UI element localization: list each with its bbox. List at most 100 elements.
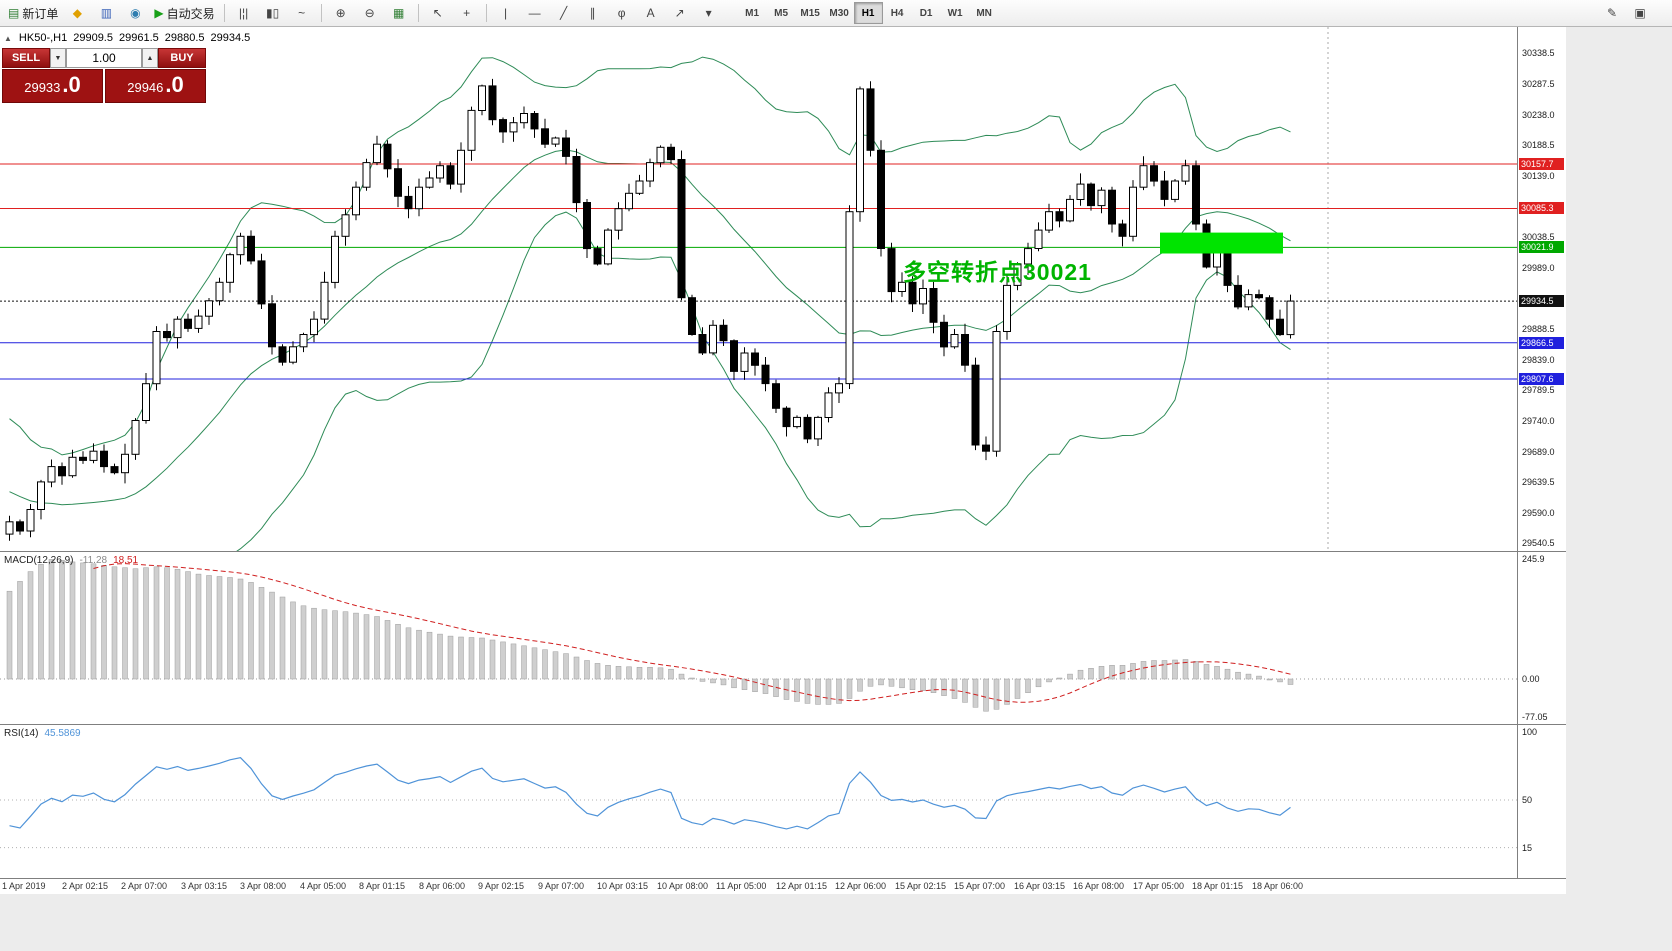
trendline-icon: ╱ [559,6,568,20]
trendline-button[interactable]: ╱ [550,1,578,25]
lot-decrease-button[interactable]: ▼ [50,48,66,68]
candlestick-chart[interactable] [0,27,1517,551]
chart-workspace: 30338.5 30287.5 30238.0 30188.5 30139.0 30038… [0,27,1566,894]
bar-chart-button[interactable]: |¦| [230,1,258,25]
history-button[interactable]: ◆ [63,1,91,25]
timeframe-h4[interactable]: H4 [890,7,904,19]
line-chart-icon: ~ [298,6,306,20]
macd-axis-label: 245.9 [1522,554,1545,564]
time-axis-label: 3 Apr 08:00 [240,881,287,891]
price-chart-window[interactable]: 30338.5 30287.5 30238.0 30188.5 30139.0 30038… [0,27,1566,551]
rsi-indicator-window[interactable]: 100 50 15 RSI(14) 45.5869 [0,724,1566,878]
time-axis-label: 10 Apr 03:15 [597,881,649,891]
price-axis-label: 30287.5 [1522,79,1555,89]
toolbar-separator [417,4,419,22]
timeframe-mn[interactable]: MN [976,7,992,19]
tile-windows-button[interactable]: ▦ [385,1,413,25]
time-axis-label: 16 Apr 08:00 [1073,881,1125,891]
edit-button[interactable]: ✎ [1598,1,1626,25]
zoom-in-icon: ⊕ [335,6,346,20]
tile-windows-icon: ▦ [392,6,405,20]
macd-chart[interactable] [0,552,1517,724]
time-axis-label: 12 Apr 06:00 [835,881,887,891]
market-watch-icon: ▥ [100,6,113,20]
timeframe-m30[interactable]: M30 [829,7,849,19]
chevron-down-icon: ▾ [705,6,712,20]
history-icon: ◆ [72,6,82,20]
symbol-period-label: HK50-,H1 [18,32,68,44]
text-tool-button[interactable]: A [637,1,665,25]
toolbar: ▤ 新订单 ◆ ▥ ◉ ▶ 自动交易 |¦| ▮▯ ~ ⊕ ⊖ ▦ ↖ + | — ╱ ∥ φ A ↗ ▾ M1 M5 M15 M3… [0,0,1672,27]
macd-axis-label: -77.05 [1522,712,1548,722]
cursor-icon: ↖ [432,6,443,20]
rsi-label: RSI(14) 45.5869 [4,728,81,739]
autotrading-button[interactable]: ▶ 自动交易 [150,1,218,25]
rsi-line [9,757,1291,830]
highlight-rectangle[interactable] [1160,232,1283,254]
toolbar-separator [485,4,487,22]
channel-button[interactable]: ∥ [579,1,607,25]
buy-price-display[interactable]: 29946 .0 [105,69,206,103]
arrows-tool-button[interactable]: ↗ [666,1,694,25]
navigator-button[interactable]: ◉ [121,1,149,25]
horizontal-level-lines[interactable] [0,163,1517,380]
time-axis-label: 1 Apr 2019 [2,881,46,891]
bar-chart-icon: |¦| [238,6,249,20]
time-axis-label: 12 Apr 01:15 [776,881,828,891]
notes-button[interactable]: ▣ [1626,1,1654,25]
candlestick-chart-button[interactable]: ▮▯ [259,1,287,25]
text-tool-icon: A [646,6,655,20]
shapes-dropdown-button[interactable]: ▾ [695,1,723,25]
notes-icon: ▣ [1634,6,1646,20]
crosshair-icon: + [463,6,471,20]
chart-annotation-text: 多空转折点30021 [903,259,1092,285]
sell-price-display[interactable]: 29933 .0 [2,69,103,103]
line-chart-button[interactable]: ~ [288,1,316,25]
crosshair-button[interactable]: + [453,1,481,25]
price-axis-badge: 29807.6 [1519,373,1564,385]
macd-main-value: -11.28 [79,555,108,566]
rsi-axis-label: 50 [1522,795,1533,805]
price-axis-badge: 29934.5 [1519,295,1564,307]
price-axis-label: 30188.5 [1522,140,1555,150]
time-axis-label: 15 Apr 02:15 [895,881,947,891]
macd-indicator-window[interactable]: 245.9 0.00 -77.05 MACD(12,26,9) -11.28 18.… [0,551,1566,724]
new-order-button[interactable]: ▤ 新订单 [4,1,62,25]
timeframe-group: M1 M5 M15 M30 H1 H4 D1 W1 MN [738,2,999,24]
time-axis-label: 16 Apr 03:15 [1014,881,1066,891]
timeframe-d1[interactable]: D1 [919,7,933,19]
horizontal-line-button[interactable]: — [521,1,549,25]
price-axis-label: 29839.0 [1522,355,1555,365]
macd-axis-label: 0.00 [1522,674,1540,684]
one-click-toggle-icon[interactable]: ▲ [4,33,12,43]
timeframe-w1[interactable]: W1 [947,7,963,19]
zoom-in-button[interactable]: ⊕ [327,1,355,25]
sell-price-int: 29933 [24,80,61,95]
rsi-chart[interactable] [0,725,1517,878]
sell-button[interactable]: SELL [2,48,50,68]
arrows-tool-icon: ↗ [674,6,685,20]
market-watch-button[interactable]: ▥ [92,1,120,25]
lot-size-input[interactable]: 1.00 [66,48,142,68]
buy-button[interactable]: BUY [158,48,206,68]
timeframe-h1[interactable]: H1 [853,2,883,24]
horizontal-line-icon: — [528,6,541,20]
price-axis: 30338.5 30287.5 30238.0 30188.5 30139.0 30038… [1517,27,1566,551]
lot-increase-button[interactable]: ▲ [142,48,158,68]
fibonacci-button[interactable]: φ [608,1,636,25]
price-axis-label: 30139.0 [1522,171,1555,181]
macd-histogram [6,559,1294,712]
cursor-button[interactable]: ↖ [424,1,452,25]
bar-open-value: 29909.5 [73,32,113,44]
toolbar-separator [223,4,225,22]
timeframe-m5[interactable]: M5 [774,7,789,19]
vertical-line-button[interactable]: | [492,1,520,25]
navigator-icon: ◉ [130,6,141,20]
time-axis-label: 9 Apr 07:00 [538,881,585,891]
timeframe-m1[interactable]: M1 [745,7,760,19]
new-order-icon: ▤ [8,6,20,20]
zoom-out-button[interactable]: ⊖ [356,1,384,25]
rsi-name: RSI(14) [4,728,39,739]
timeframe-m15[interactable]: M15 [800,7,820,19]
vertical-line-icon: | [504,6,508,20]
